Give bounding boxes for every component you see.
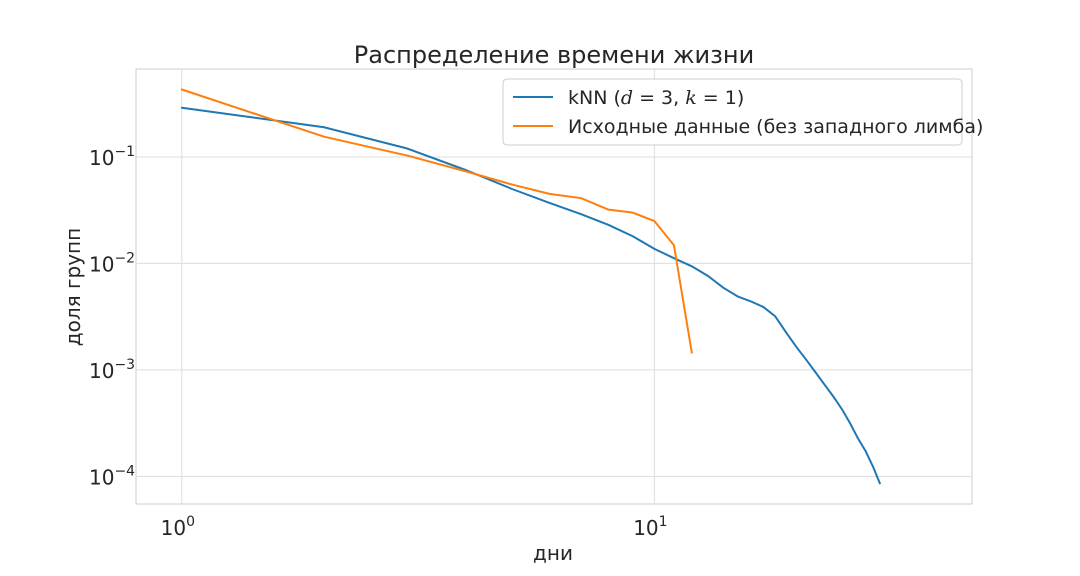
ticks-layer: 100 101 10−1 10−2 10−3 10−4: [89, 144, 668, 540]
y-tick-label: 10−4: [89, 463, 135, 489]
legend-knn-prefix: kNN (: [568, 87, 621, 109]
x-axis-label: дни: [533, 541, 573, 565]
x-tick-label: 101: [633, 514, 667, 540]
series-layer: [180, 88, 881, 485]
legend-knn-eq2: = 1): [697, 87, 745, 109]
legend-knn-k: k: [685, 87, 697, 109]
x-tick-label: 100: [161, 514, 195, 540]
y-axis-label: доля групп: [61, 228, 85, 346]
series-line-1: [180, 88, 693, 354]
y-tick-label: 10−3: [89, 357, 135, 383]
legend-label-knn: kNN (d = 3, k = 1): [568, 87, 744, 109]
y-tick-label: 10−1: [89, 144, 135, 170]
legend-knn-eq1: = 3,: [633, 87, 685, 109]
y-tick-label: 10−2: [89, 250, 135, 276]
legend: kNN (d = 3, k = 1) Исходные данные (без …: [502, 78, 983, 146]
legend-box: [502, 78, 963, 146]
series-line-0: [180, 106, 881, 485]
legend-label-source: Исходные данные (без западного лимба): [568, 116, 983, 138]
chart-title: Распределение времени жизни: [354, 41, 754, 69]
legend-knn-d: d: [621, 87, 633, 109]
